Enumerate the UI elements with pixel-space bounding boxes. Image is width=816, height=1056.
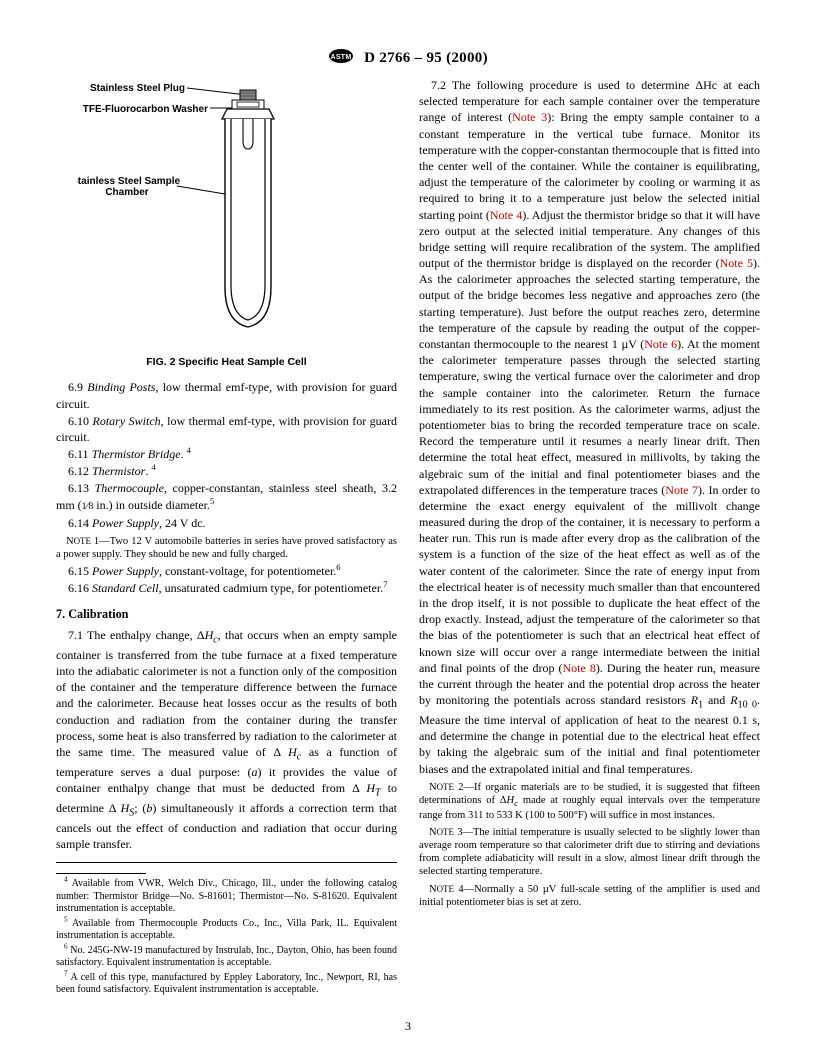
item-6-10: 6.10 Rotary Switch, low thermal emf-type… (56, 413, 397, 445)
section-7-heading: 7. Calibration (56, 606, 397, 622)
item-6-13: 6.13 Thermocouple, copper-constantan, st… (56, 480, 397, 513)
astm-logo: ASTM (328, 48, 354, 69)
item-6-16: 6.16 Standard Cell, unsaturated cadmium … (56, 580, 397, 596)
xref-note-6: Note 6 (644, 337, 677, 351)
designation: D 2766 – 95 (2000) (364, 50, 488, 66)
item-6-14: 6.14 Power Supply, 24 V dc. (56, 515, 397, 531)
note-1: NOTE 1—Two 12 V automobile batteries in … (56, 535, 397, 561)
fig2-label-plug: Stainless Steel Plug (89, 83, 184, 94)
note-4: NOTE 4—Normally a 50 µV full-scale setti… (419, 883, 760, 909)
xref-note-7: Note 7 (665, 483, 698, 497)
para-7-1: 7.1 The enthalpy change, ΔHc, that occur… (56, 627, 397, 852)
xref-note-3: Note 3 (512, 110, 547, 124)
footnote-4: 4 Available from VWR, Welch Div., Chicag… (56, 878, 397, 916)
page-header: ASTM D 2766 – 95 (2000) (56, 48, 760, 69)
item-6-12: 6.12 Thermistor. 4 (56, 463, 397, 479)
xref-note-4: Note 4 (490, 208, 522, 222)
fig2-label-washer: TFE-Fluorocarbon Washer (82, 104, 207, 115)
fig2-caption: FIG. 2 Specific Heat Sample Cell (56, 355, 397, 369)
footnote-6: 6 No. 245G-NW-19 manufactured by Instrul… (56, 945, 397, 970)
footnotes: 4 Available from VWR, Welch Div., Chicag… (56, 862, 397, 997)
svg-text:ASTM: ASTM (331, 54, 352, 61)
note-3: NOTE 3—The initial temperature is usuall… (419, 826, 760, 879)
figure-2: Stainless Steel Plug TFE-Fluorocarbon Wa… (56, 77, 397, 369)
xref-note-5: Note 5 (720, 256, 753, 270)
footnote-7: 7 A cell of this type, manufactured by E… (56, 972, 397, 997)
left-column: Stainless Steel Plug TFE-Fluorocarbon Wa… (56, 77, 397, 999)
item-6-15: 6.15 Power Supply, constant-voltage, for… (56, 563, 397, 579)
xref-note-8: Note 8 (563, 661, 596, 675)
fig2-label-chamber: Stainless Steel Sample Chamber (77, 176, 183, 198)
note-2: NOTE 2—If organic materials are to be st… (419, 781, 760, 822)
para-7-2: 7.2 The following procedure is used to d… (419, 77, 760, 777)
page-number: 3 (0, 1019, 816, 1034)
sample-cell-drawing (222, 90, 274, 327)
footnote-rule (56, 873, 146, 874)
right-column: 7.2 The following procedure is used to d… (419, 77, 760, 999)
footnote-5: 5 Available from Thermocouple Products C… (56, 918, 397, 943)
item-6-9: 6.9 Binding Posts, low thermal emf-type,… (56, 379, 397, 411)
item-6-11: 6.11 Thermistor Bridge. 4 (56, 446, 397, 462)
